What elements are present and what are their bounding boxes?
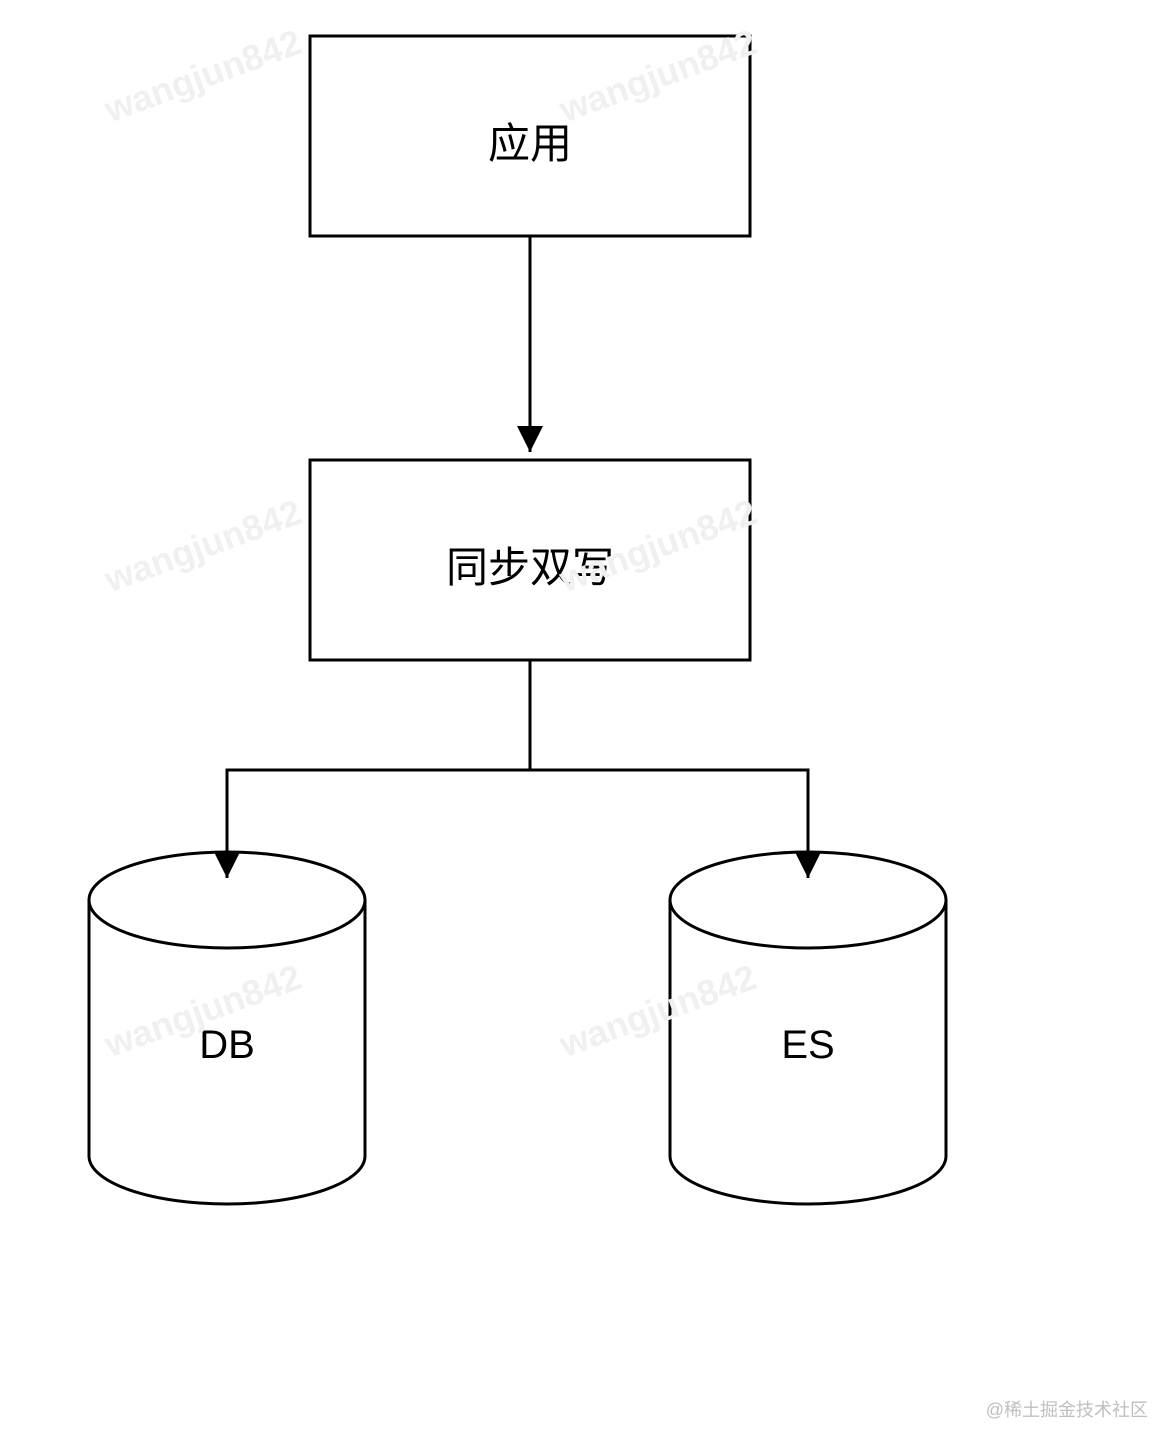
diagram-canvas	[0, 0, 1164, 1432]
footer-credit: @稀土掘金技术社区	[986, 1396, 1148, 1422]
node-syncwrite-label: 同步双写	[310, 534, 750, 595]
node-es-label: ES	[670, 1023, 946, 1068]
node-db-label: DB	[89, 1023, 365, 1068]
node-app-label: 应用	[310, 110, 750, 171]
